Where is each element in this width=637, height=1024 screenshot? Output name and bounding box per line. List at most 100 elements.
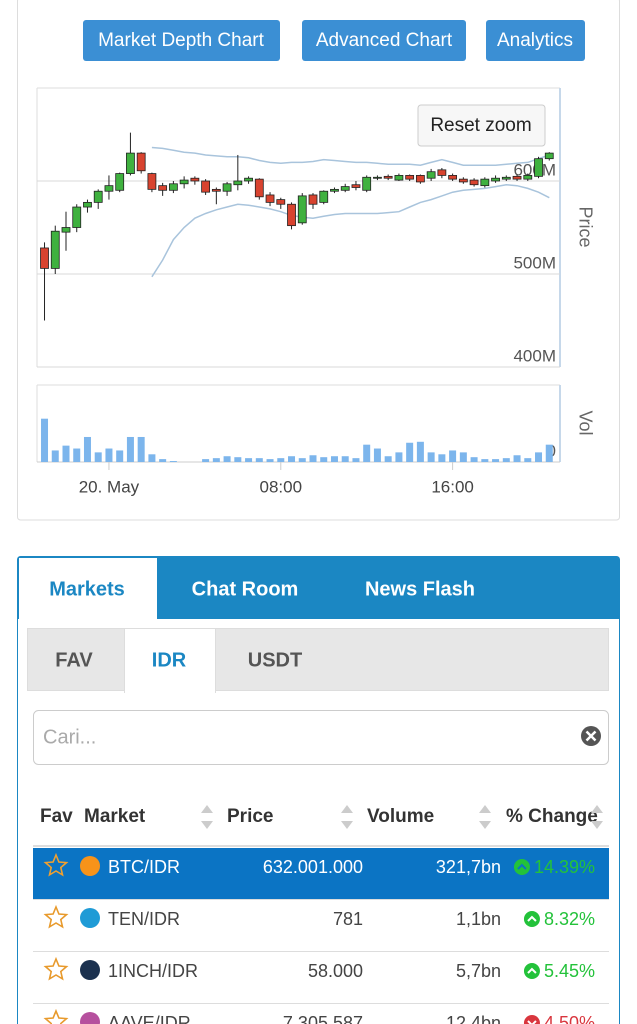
volume-bar — [309, 455, 317, 462]
fav-star[interactable] — [43, 904, 69, 929]
reset-zoom-button[interactable] — [417, 104, 546, 147]
candle-body — [319, 190, 329, 203]
volume-bar — [373, 448, 381, 462]
volume-bar — [449, 450, 457, 462]
trend-chevron — [527, 1020, 537, 1024]
candle-body — [426, 171, 436, 179]
column-header: Market — [84, 806, 146, 827]
volume-bar — [406, 442, 414, 462]
reset-zoom-label[interactable]: Reset zoom — [430, 115, 531, 136]
volume-bar — [384, 456, 392, 462]
y-tick-label: 500M — [513, 253, 556, 272]
button-label[interactable]: Analytics — [497, 30, 573, 51]
table-row[interactable] — [33, 1004, 609, 1024]
volume-bar — [277, 458, 285, 462]
bollinger-band — [151, 146, 550, 166]
volume-bar — [502, 458, 510, 462]
candle-body — [287, 203, 296, 227]
volume-bar — [223, 456, 231, 462]
fav-star[interactable] — [43, 852, 69, 877]
fav-star[interactable] — [43, 1008, 69, 1024]
tab[interactable]: Markets — [49, 578, 125, 600]
volume-bar — [266, 459, 274, 462]
market-name: AAVE/IDR — [108, 1013, 191, 1024]
candle-body — [83, 201, 92, 208]
volume-bar — [41, 418, 49, 462]
change: 5.45% — [544, 961, 595, 981]
search-input[interactable] — [33, 710, 609, 765]
candle-body — [351, 184, 361, 188]
candle-body — [190, 177, 200, 182]
button-label[interactable]: Advanced Chart — [316, 30, 453, 51]
selected-row[interactable] — [33, 848, 609, 899]
active-subtab[interactable] — [124, 628, 216, 693]
candle-body — [179, 179, 189, 185]
candle-body — [297, 195, 307, 224]
volume-bar — [459, 452, 467, 462]
candle-body — [168, 183, 178, 191]
candle-body — [480, 178, 490, 187]
candle-body — [93, 190, 103, 203]
sort-icon — [479, 805, 491, 829]
candle-body — [126, 152, 135, 174]
tab[interactable]: News Flash — [365, 578, 475, 600]
candle-body — [512, 175, 522, 180]
table-row[interactable] — [33, 952, 609, 1003]
candle-body — [448, 175, 458, 180]
price: 58.000 — [308, 961, 363, 981]
price: 781 — [333, 909, 363, 929]
column-header: % Change — [506, 806, 598, 827]
market-name: 1INCH/IDR — [108, 961, 198, 981]
volume: 12,4bn — [446, 1013, 501, 1024]
candle-body — [136, 152, 146, 172]
volume-bar — [363, 444, 371, 462]
candle-body — [276, 199, 286, 205]
candle-body — [458, 178, 468, 183]
subtab[interactable]: USDT — [248, 649, 302, 671]
volume-bar — [427, 452, 435, 462]
button[interactable] — [83, 20, 280, 61]
subtab[interactable]: FAV — [55, 649, 93, 671]
coin-icon — [80, 856, 100, 876]
button[interactable] — [486, 20, 585, 61]
candle-body — [147, 173, 157, 190]
candle-body — [437, 169, 447, 176]
subtab[interactable]: IDR — [152, 649, 187, 671]
market-table: Fav Market Price Volume % Change BTC/IDR 632.0… — [33, 805, 609, 1024]
volume-bar — [481, 459, 489, 462]
fav-star[interactable] — [43, 956, 69, 981]
volume-bar — [105, 448, 113, 462]
volume-bar — [352, 458, 360, 462]
change: 4.50% — [544, 1013, 595, 1024]
volume-bar — [51, 450, 59, 462]
volume: 321,7bn — [436, 857, 501, 877]
button-label[interactable]: Market Depth Chart — [98, 30, 265, 51]
volume-bar — [298, 458, 306, 462]
table-row[interactable] — [33, 900, 609, 951]
tab[interactable]: Chat Room — [192, 578, 299, 600]
candle-body — [265, 194, 275, 203]
active-tab[interactable] — [19, 558, 157, 620]
candle-body — [330, 188, 339, 192]
change: 14.39% — [534, 857, 595, 877]
bollinger-band — [151, 183, 550, 278]
x-tick-label: 20. May — [79, 477, 140, 496]
volume-bar — [288, 456, 296, 462]
candle-body — [72, 206, 82, 228]
volume-bar — [245, 458, 253, 462]
volume: 1,1bn — [456, 909, 501, 929]
clear-icon — [585, 730, 597, 742]
button[interactable] — [302, 20, 466, 61]
trend-icon — [513, 859, 530, 875]
volume-bar — [126, 436, 134, 462]
volume-bar — [234, 457, 242, 462]
x-tick-label: 08:00 — [260, 477, 303, 496]
volume-bar — [535, 452, 543, 462]
candle-body — [254, 178, 264, 198]
sort-icon — [341, 805, 353, 829]
search-placeholder[interactable]: Cari... — [43, 726, 96, 748]
volume-bar — [341, 456, 349, 462]
candle-body — [211, 188, 221, 192]
